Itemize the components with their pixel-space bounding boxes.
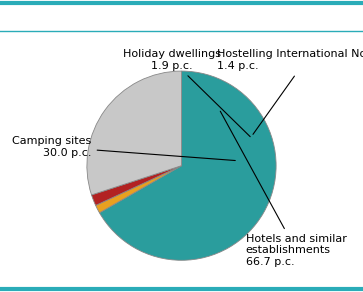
Text: Hotels and similar
establishments
66.7 p.c.: Hotels and similar establishments 66.7 p… — [220, 111, 347, 267]
Text: Holiday dwellings
1.9 p.c.: Holiday dwellings 1.9 p.c. — [123, 49, 250, 137]
Text: Hostelling International Norway
1.4 p.c.: Hostelling International Norway 1.4 p.c. — [217, 49, 363, 134]
Wedge shape — [95, 166, 182, 213]
Wedge shape — [91, 166, 182, 206]
Text: Camping sites
30.0 p.c.: Camping sites 30.0 p.c. — [12, 136, 235, 161]
Wedge shape — [87, 71, 182, 195]
Wedge shape — [99, 71, 276, 260]
